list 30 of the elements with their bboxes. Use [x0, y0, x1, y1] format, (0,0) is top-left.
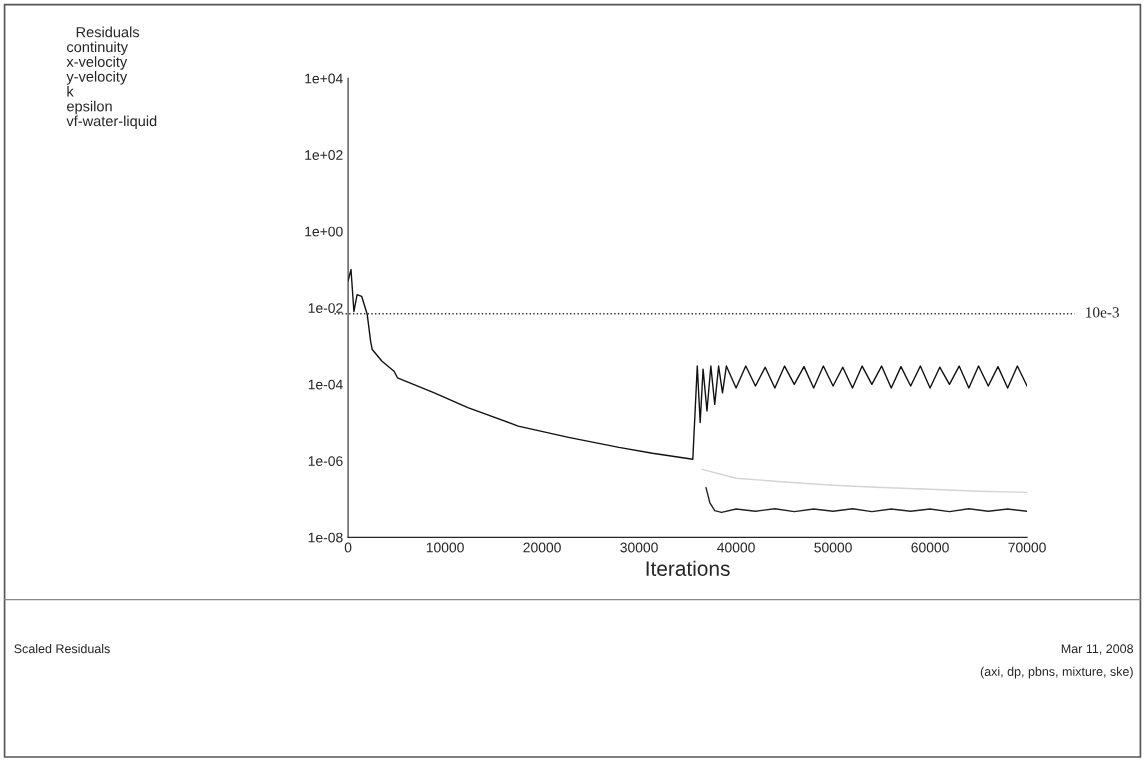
y-tick-label: 1e-06 — [308, 456, 343, 466]
y-tick-label: 1e-04 — [308, 379, 343, 390]
line-series — [705, 486, 1028, 514]
text: x-velocity — [66, 56, 128, 70]
y-tick-label: 1e+02 — [305, 150, 343, 160]
text: k — [67, 85, 74, 97]
x-tick-label: 20000 — [523, 542, 561, 553]
text: Scaled Residuals — [14, 643, 110, 654]
line-series — [348, 268, 1028, 460]
x-tick-label: 50000 — [814, 542, 852, 553]
x-tick-label: 10000 — [426, 542, 464, 553]
text: vf-water-liquid — [66, 115, 157, 130]
text: (axi, dp, pbns, mixture, ske) — [980, 666, 1133, 679]
text: Mar 11, 2008 — [1061, 644, 1134, 655]
text: Residuals — [76, 26, 140, 38]
x-tick-label: 60000 — [911, 542, 949, 553]
x-tick-label: 30000 — [620, 542, 658, 553]
x-tick-label: 0 — [344, 542, 352, 553]
x-tick-label: 70000 — [1008, 542, 1046, 553]
y-tick-label: 1e+00 — [305, 226, 343, 237]
text: y-velocity — [66, 71, 128, 85]
text: continuity — [67, 41, 128, 56]
line-series — [701, 468, 1028, 494]
y-tick-label: 1e-02 — [308, 303, 343, 313]
y-tick-label: 1e-08 — [308, 532, 343, 543]
x-tick-label: 40000 — [717, 542, 755, 553]
text: epsilon — [67, 100, 112, 115]
x-axis-title: Iterations — [646, 560, 730, 576]
y-tick-label: 1e+04 — [305, 73, 343, 84]
ref-line-label: 10e-3 — [1086, 307, 1119, 318]
